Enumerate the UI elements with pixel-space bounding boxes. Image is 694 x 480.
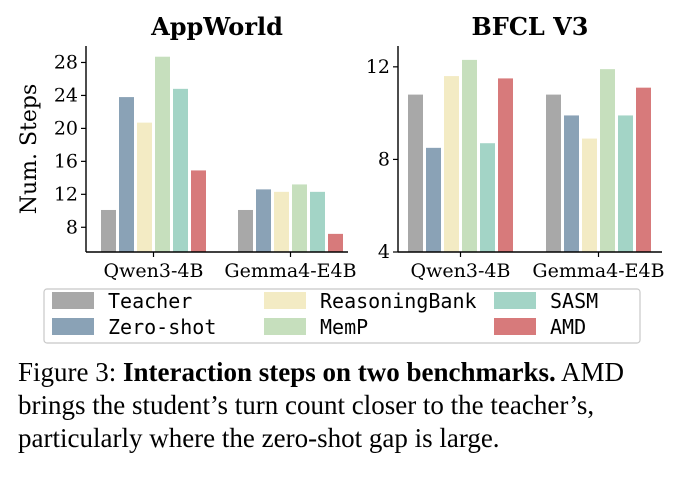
legend-box <box>43 288 641 344</box>
y-tick-label-bfcl-v3-8: 8 <box>378 148 390 170</box>
y-tick-label-appworld-12: 12 <box>54 183 78 205</box>
bar-bfcl-v3-gemma4-e4b-zero-shot <box>564 115 579 252</box>
bar-appworld-gemma4-e4b-sasm <box>310 191 325 252</box>
bar-appworld-gemma4-e4b-zero-shot <box>256 189 271 252</box>
bar-appworld-gemma4-e4b-teacher <box>238 209 253 252</box>
legend-swatch-memp <box>264 318 306 335</box>
chart-title-bfcl-v3: BFCL V3 <box>472 12 589 41</box>
chart-title-appworld: AppWorld <box>150 12 283 41</box>
bar-bfcl-v3-gemma4-e4b-reasoningbank <box>582 138 597 252</box>
legend-swatch-amd <box>494 318 536 335</box>
legend-swatch-sasm <box>494 292 536 309</box>
legend-label-sasm: SASM <box>550 289 598 313</box>
legend-label-zero-shot: Zero-shot <box>108 315 216 339</box>
bar-bfcl-v3-gemma4-e4b-amd <box>636 87 651 252</box>
bar-chart-figure: Qwen3-4B Gemma4-E4B 8 12 16 20 24 28 AppWorld Num… <box>17 12 665 344</box>
legend-label-amd: AMD <box>550 315 586 339</box>
bar-appworld-qwen3-4b-memp <box>155 56 170 252</box>
bar-bfcl-v3-gemma4-e4b-teacher <box>546 94 561 252</box>
bar-bfcl-v3-qwen3-4b-memp <box>462 59 477 253</box>
y-tick-label-appworld-28: 28 <box>54 51 78 73</box>
bar-appworld-gemma4-e4b-amd <box>328 233 343 252</box>
x-tick-label-bfcl-v3-gemma4-e4b: Gemma4-E4B <box>532 260 664 282</box>
x-tick-label-appworld-qwen3-4b: Qwen3-4B <box>104 260 204 282</box>
caption-label: Figure 3: <box>18 357 117 387</box>
bar-appworld-qwen3-4b-amd <box>191 170 206 252</box>
legend-label-teacher: Teacher <box>108 289 192 313</box>
caption-bold: Interaction steps on two benchmarks. <box>123 357 556 387</box>
chart-appworld: Qwen3-4B Gemma4-E4B 8 12 16 20 24 28 AppWorld Num… <box>17 12 357 282</box>
bar-appworld-gemma4-e4b-reasoningbank <box>274 191 289 252</box>
y-tick-label-appworld-8: 8 <box>66 216 78 238</box>
chart-bfcl-v3: Qwen3-4B Gemma4-E4B 4 8 12 BFCL V3 <box>366 12 665 282</box>
legend-label-reasoningbank: ReasoningBank <box>320 289 477 313</box>
y-tick-label-appworld-16: 16 <box>54 150 78 172</box>
legend-swatch-zero-shot <box>52 318 94 335</box>
x-tick-label-appworld-gemma4-e4b: Gemma4-E4B <box>224 260 356 282</box>
bar-appworld-qwen3-4b-zero-shot <box>119 97 134 252</box>
bar-appworld-gemma4-e4b-memp <box>292 184 307 252</box>
bar-bfcl-v3-qwen3-4b-reasoningbank <box>444 76 459 252</box>
y-tick-label-bfcl-v3-4: 4 <box>378 241 390 263</box>
y-axis-label-appworld: Num. Steps <box>17 84 42 215</box>
bar-bfcl-v3-qwen3-4b-zero-shot <box>426 147 441 252</box>
bar-appworld-qwen3-4b-reasoningbank <box>137 122 152 252</box>
bar-bfcl-v3-gemma4-e4b-sasm <box>618 115 633 252</box>
legend-label-memp: MemP <box>320 315 368 339</box>
bar-bfcl-v3-gemma4-e4b-memp <box>600 69 615 253</box>
figure: Qwen3-4B Gemma4-E4B 8 12 16 20 24 28 AppWorld Num… <box>17 12 665 344</box>
y-tick-label-appworld-24: 24 <box>54 84 78 106</box>
x-tick-label-bfcl-v3-qwen3-4b: Qwen3-4B <box>411 260 511 282</box>
bar-appworld-qwen3-4b-teacher <box>101 209 116 252</box>
legend-swatch-reasoningbank <box>264 292 306 309</box>
bar-bfcl-v3-qwen3-4b-amd <box>498 78 513 252</box>
y-tick-label-appworld-20: 20 <box>54 117 78 139</box>
legend: Teacher ReasoningBank SASM Zero-shot MemP AMD <box>43 288 641 344</box>
bar-bfcl-v3-qwen3-4b-sasm <box>480 143 495 252</box>
bar-bfcl-v3-qwen3-4b-teacher <box>408 94 423 252</box>
bar-appworld-qwen3-4b-sasm <box>173 88 188 253</box>
caption-text: AMD brings the student’s turn count clos… <box>18 357 625 453</box>
y-tick-label-bfcl-v3-12: 12 <box>366 56 390 78</box>
legend-swatch-teacher <box>52 292 94 309</box>
figure-caption: Figure 3: Interaction steps on two bench… <box>18 356 682 455</box>
